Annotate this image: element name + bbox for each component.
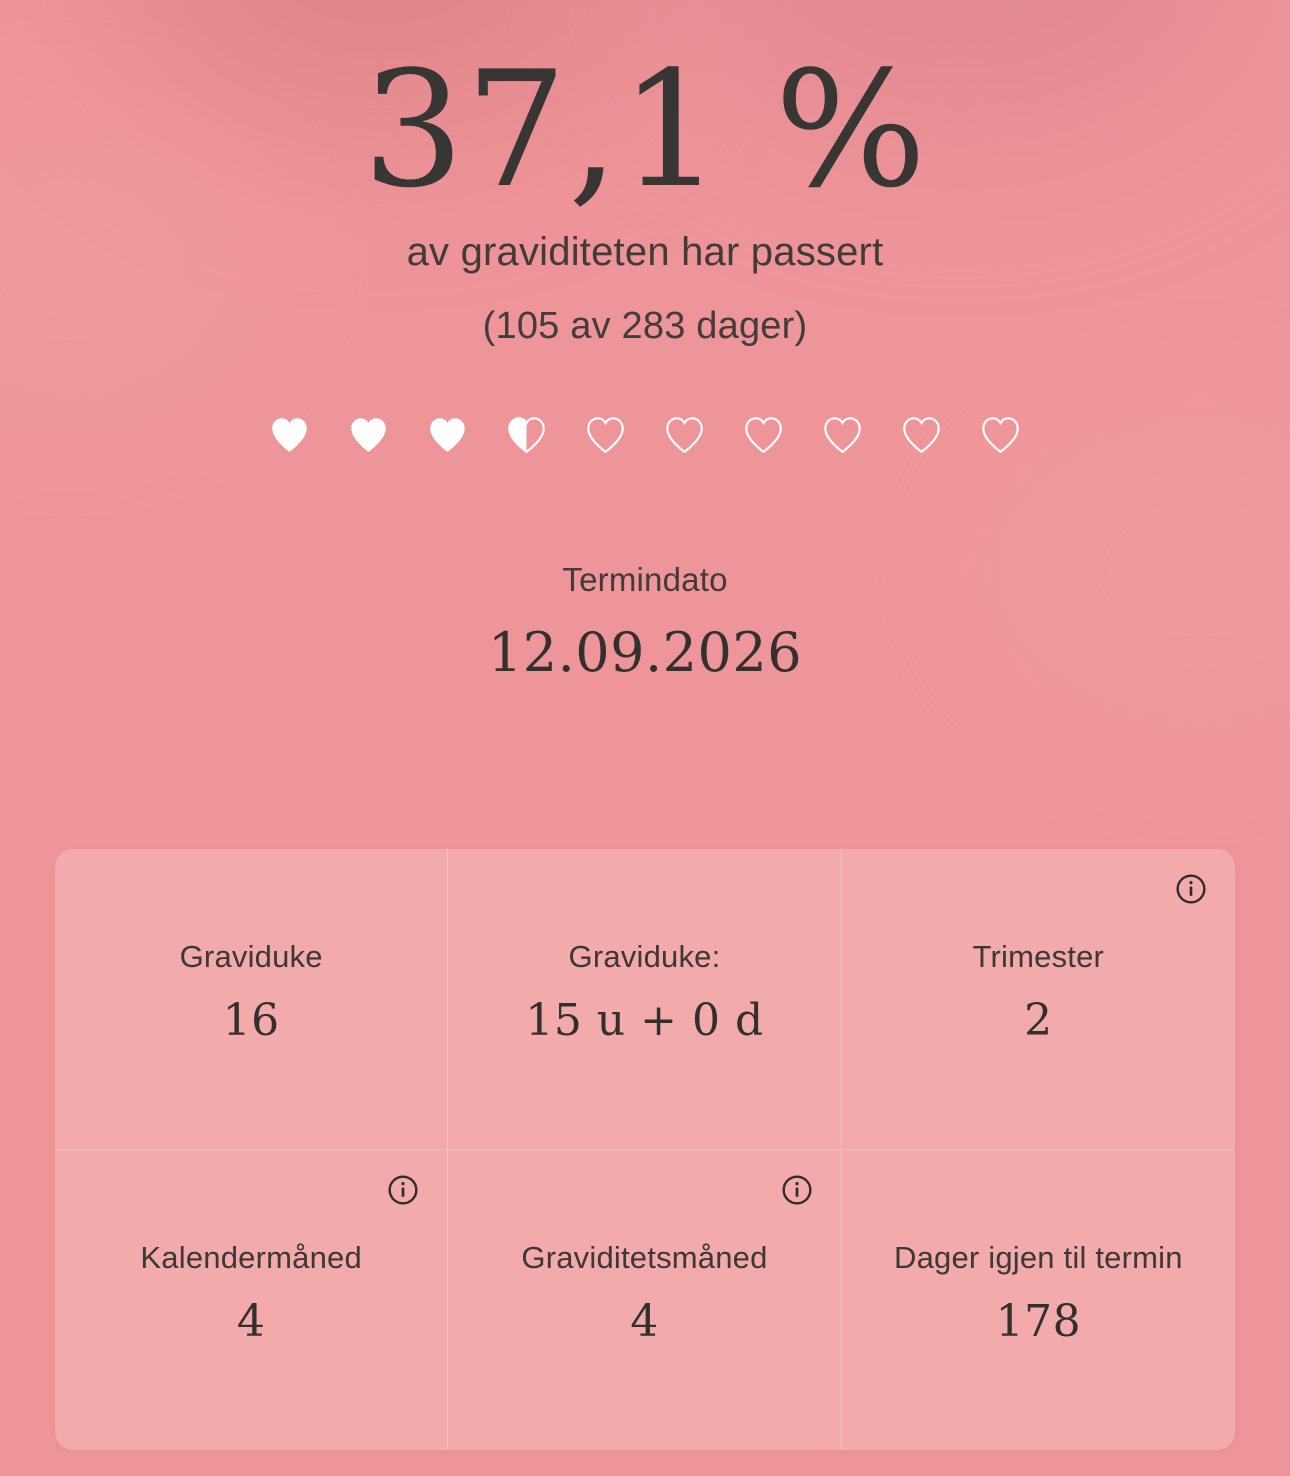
info-icon[interactable] <box>387 1174 419 1206</box>
stat-cell: Trimester 2 <box>841 849 1235 1150</box>
due-date-label: Termindato <box>562 561 728 598</box>
heart-empty <box>587 417 624 454</box>
stat-cell: Graviditetsmåned 4 <box>448 1149 842 1450</box>
heart-empty <box>824 417 861 454</box>
progress-days-text: (105 av 283 dager) <box>482 305 808 347</box>
stat-value: 2 <box>1024 995 1053 1047</box>
stat-cell: Dager igjen til termin 178 <box>842 1150 1235 1451</box>
stat-value: 178 <box>995 1296 1082 1348</box>
due-date-value: 12.09.2026 <box>487 621 803 684</box>
heart-full <box>351 418 386 452</box>
heart-empty <box>982 417 1019 454</box>
hearts-progress-row <box>0 414 1290 457</box>
info-icon[interactable] <box>781 1174 813 1206</box>
heart-full <box>430 418 465 452</box>
stat-cell: Kalendermåned 4 <box>55 1149 449 1450</box>
stat-label: Trimester <box>972 939 1105 975</box>
stat-label: Dager igjen til termin <box>893 1240 1183 1276</box>
stat-value: 15 u + 0 d <box>525 995 764 1047</box>
info-icon[interactable] <box>1175 873 1207 905</box>
stats-panel: Graviduke 16 Graviduke: 15 u + 0 d Trimester… <box>55 849 1235 1450</box>
progress-subtitle: av graviditeten har passert <box>406 230 884 274</box>
due-date-block: Termindato 12.09.2026 <box>0 561 1290 684</box>
heart-empty <box>745 417 782 454</box>
heart-empty <box>903 417 940 454</box>
stat-label: Graviduke: <box>568 939 721 975</box>
heart-full <box>272 418 307 452</box>
stat-label: Graviditetsmåned <box>521 1240 768 1276</box>
stat-cell: Graviduke 16 <box>55 849 449 1150</box>
stat-cell: Graviduke: 15 u + 0 d <box>448 849 842 1150</box>
progress-percent: 37,1 % <box>362 36 928 223</box>
stat-value: 4 <box>236 1296 266 1348</box>
stat-value: 16 <box>222 995 280 1047</box>
progress-hero: 37,1 % av graviditeten har passert (105 … <box>0 0 1290 348</box>
stat-label: Graviduke <box>179 939 323 975</box>
heart-empty <box>666 417 703 454</box>
heart-half <box>508 417 545 454</box>
stat-value: 4 <box>630 1296 659 1348</box>
stat-label: Kalendermåned <box>140 1240 362 1276</box>
